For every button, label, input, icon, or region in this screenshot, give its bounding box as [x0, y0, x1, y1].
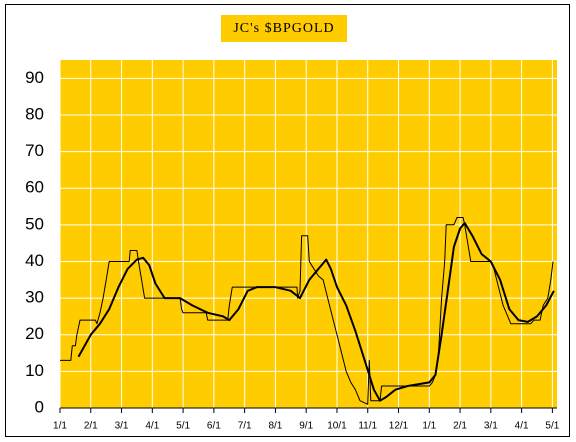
x-tick-label: 3/1	[484, 421, 498, 432]
x-tick-label: 3/1	[115, 421, 129, 432]
x-tick-label: 1/1	[53, 421, 67, 432]
y-tick-label: 30	[25, 288, 44, 307]
x-tick-label: 1/1	[422, 421, 436, 432]
x-tick-label: 11/1	[358, 421, 377, 432]
x-tick-label: 2/1	[453, 421, 467, 432]
x-tick-label: 5/1	[176, 421, 190, 432]
y-tick-label: 60	[25, 178, 44, 197]
x-tick-label: 5/1	[545, 421, 559, 432]
y-tick-label: 0	[35, 397, 44, 416]
y-tick-label: 10	[25, 361, 44, 380]
x-tick-label: 7/1	[238, 421, 252, 432]
x-tick-label: 8/1	[268, 421, 282, 432]
y-tick-label: 90	[25, 68, 44, 87]
x-tick-label: 6/1	[207, 421, 221, 432]
y-tick-label: 80	[25, 104, 44, 123]
y-tick-label: 70	[25, 141, 44, 160]
x-tick-label: 4/1	[145, 421, 159, 432]
x-tick-label: 10/1	[327, 421, 347, 432]
x-tick-label: 9/1	[299, 421, 313, 432]
title-box	[221, 15, 347, 42]
plot-area	[60, 60, 557, 408]
y-tick-label: 50	[25, 214, 44, 233]
chart-title: JC's $BPGOLD	[233, 21, 334, 36]
x-tick-label: 2/1	[84, 421, 98, 432]
x-tick-label: 4/1	[515, 421, 529, 432]
y-tick-label: 20	[25, 324, 44, 343]
series-line	[77, 222, 555, 402]
y-tick-label: 40	[25, 251, 44, 270]
x-tick-label: 12/1	[389, 421, 409, 432]
